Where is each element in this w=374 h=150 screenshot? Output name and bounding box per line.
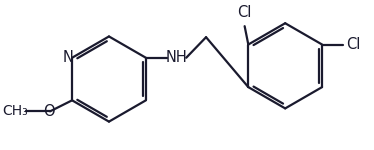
Text: N: N [62,50,73,65]
Text: NH: NH [166,50,188,65]
Text: CH₃: CH₃ [3,104,28,118]
Text: O: O [43,104,55,119]
Text: Cl: Cl [346,37,361,52]
Text: Cl: Cl [237,5,252,20]
